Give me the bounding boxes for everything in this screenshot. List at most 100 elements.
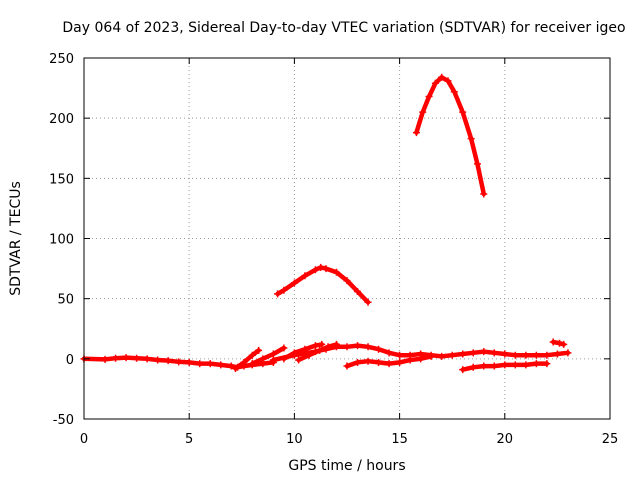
data-point: [259, 355, 267, 363]
data-point: [164, 357, 172, 365]
data-point: [501, 361, 509, 369]
x-tick-label: 5: [185, 432, 193, 447]
series-rising-streak-1: [231, 346, 263, 372]
data-point: [343, 343, 351, 351]
data-point: [364, 343, 372, 351]
data-point: [543, 360, 551, 368]
data-point: [469, 349, 477, 357]
data-point: [248, 360, 256, 368]
data-point: [532, 360, 540, 368]
data-point: [143, 355, 151, 363]
y-tick-label: 200: [49, 112, 74, 127]
data-point: [406, 356, 414, 364]
data-point: [354, 342, 362, 350]
data-point: [290, 351, 298, 359]
data-point: [480, 190, 488, 198]
x-tick-label: 25: [602, 432, 619, 447]
data-point: [311, 348, 319, 356]
data-point: [318, 340, 326, 348]
grid-lines: [84, 58, 610, 419]
chart-title: Day 064 of 2023, Sidereal Day-to-day VTE…: [62, 20, 625, 36]
data-point: [385, 349, 393, 357]
data-point: [301, 272, 309, 280]
data-point: [511, 361, 519, 369]
data-point: [269, 356, 277, 364]
data-point: [425, 93, 433, 101]
data-point: [280, 344, 288, 352]
data-point: [543, 351, 551, 359]
data-point: [322, 265, 330, 273]
data-point: [185, 358, 193, 366]
data-point: [417, 355, 425, 363]
data-point: [549, 338, 557, 346]
x-axis-ticks: 0 5 10 15 20 25: [80, 58, 618, 447]
y-tick-label: 50: [57, 293, 74, 308]
series-end-blip: [549, 338, 568, 348]
data-point: [522, 351, 530, 359]
data-point: [206, 360, 214, 368]
y-tick-label: -50: [53, 413, 74, 428]
data-point: [438, 73, 446, 81]
data-point: [511, 351, 519, 359]
data-point: [231, 364, 239, 372]
y-tick-label: 0: [66, 353, 74, 368]
data-point: [343, 362, 351, 370]
data-point: [240, 358, 248, 366]
data-point: [311, 342, 319, 350]
x-tick-label: 0: [80, 432, 88, 447]
data-point: [459, 350, 467, 358]
data-point: [564, 349, 572, 357]
data-point: [295, 356, 303, 364]
data-point: [419, 108, 427, 116]
data-point: [133, 354, 141, 362]
data-point: [364, 357, 372, 365]
data-point: [427, 352, 435, 360]
data-point: [431, 79, 439, 87]
x-tick-label: 15: [391, 432, 408, 447]
x-tick-label: 10: [286, 432, 303, 447]
data-point: [385, 360, 393, 368]
series-line: [414, 75, 487, 197]
data-point: [490, 362, 498, 370]
data-point: [450, 88, 458, 96]
data-point: [459, 108, 467, 116]
data-point: [459, 366, 467, 374]
data-point: [122, 354, 130, 362]
series-line: [250, 345, 287, 366]
series-rising-streak-2: [248, 344, 288, 368]
x-axis-label: GPS time / hours: [288, 458, 405, 474]
data-point: [217, 361, 225, 369]
data-point: [332, 268, 340, 276]
data-point: [255, 346, 263, 354]
data-point: [227, 362, 235, 370]
data-point: [480, 362, 488, 370]
data-point: [375, 358, 383, 366]
y-axis-label: SDTVAR / TECUs: [8, 181, 24, 296]
data-point: [311, 266, 319, 274]
data-point: [354, 287, 362, 295]
data-point: [438, 352, 446, 360]
data-point: [112, 354, 120, 362]
series-line: [233, 348, 261, 371]
data-point: [480, 348, 488, 356]
data-point: [290, 279, 298, 287]
series-line: [275, 265, 371, 305]
data-point: [501, 350, 509, 358]
series-lower-band: [343, 352, 435, 370]
data-point: [354, 358, 362, 366]
data-point: [248, 351, 256, 359]
y-tick-label: 150: [49, 172, 74, 187]
data-point: [532, 351, 540, 359]
data-point: [490, 349, 498, 357]
data-point: [473, 160, 481, 168]
data-point: [343, 277, 351, 285]
data-point: [448, 351, 456, 359]
data-series: [80, 73, 572, 374]
data-point: [560, 340, 568, 348]
series-arc-75: [274, 263, 372, 306]
x-tick-label: 20: [497, 432, 514, 447]
data-point: [396, 351, 404, 359]
data-point: [522, 361, 530, 369]
series-arc-235: [412, 73, 488, 198]
